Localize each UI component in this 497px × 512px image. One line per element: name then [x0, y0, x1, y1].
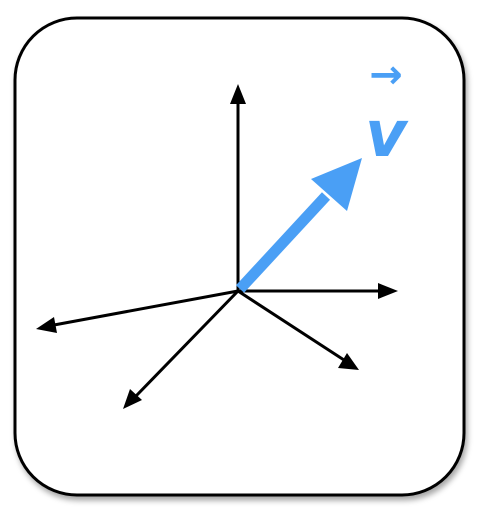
axis-left [53, 289, 239, 327]
vector-arrow-icon [235, 158, 362, 293]
axis-lower-right-arrowhead [338, 353, 359, 370]
axis-up-arrowhead [230, 84, 246, 104]
axis-lower-left [134, 289, 240, 398]
axis-right-arrowhead [378, 283, 398, 299]
vector-label: v [365, 98, 409, 172]
vector-label-arrow: → [369, 52, 403, 98]
vector-shaft [235, 192, 331, 293]
axis-lower-left-arrowhead [123, 389, 142, 409]
vector-arrowhead [311, 158, 362, 211]
axis-lower-right [237, 289, 345, 362]
axes-icon [36, 84, 398, 409]
axis-left-arrowhead [36, 317, 57, 333]
